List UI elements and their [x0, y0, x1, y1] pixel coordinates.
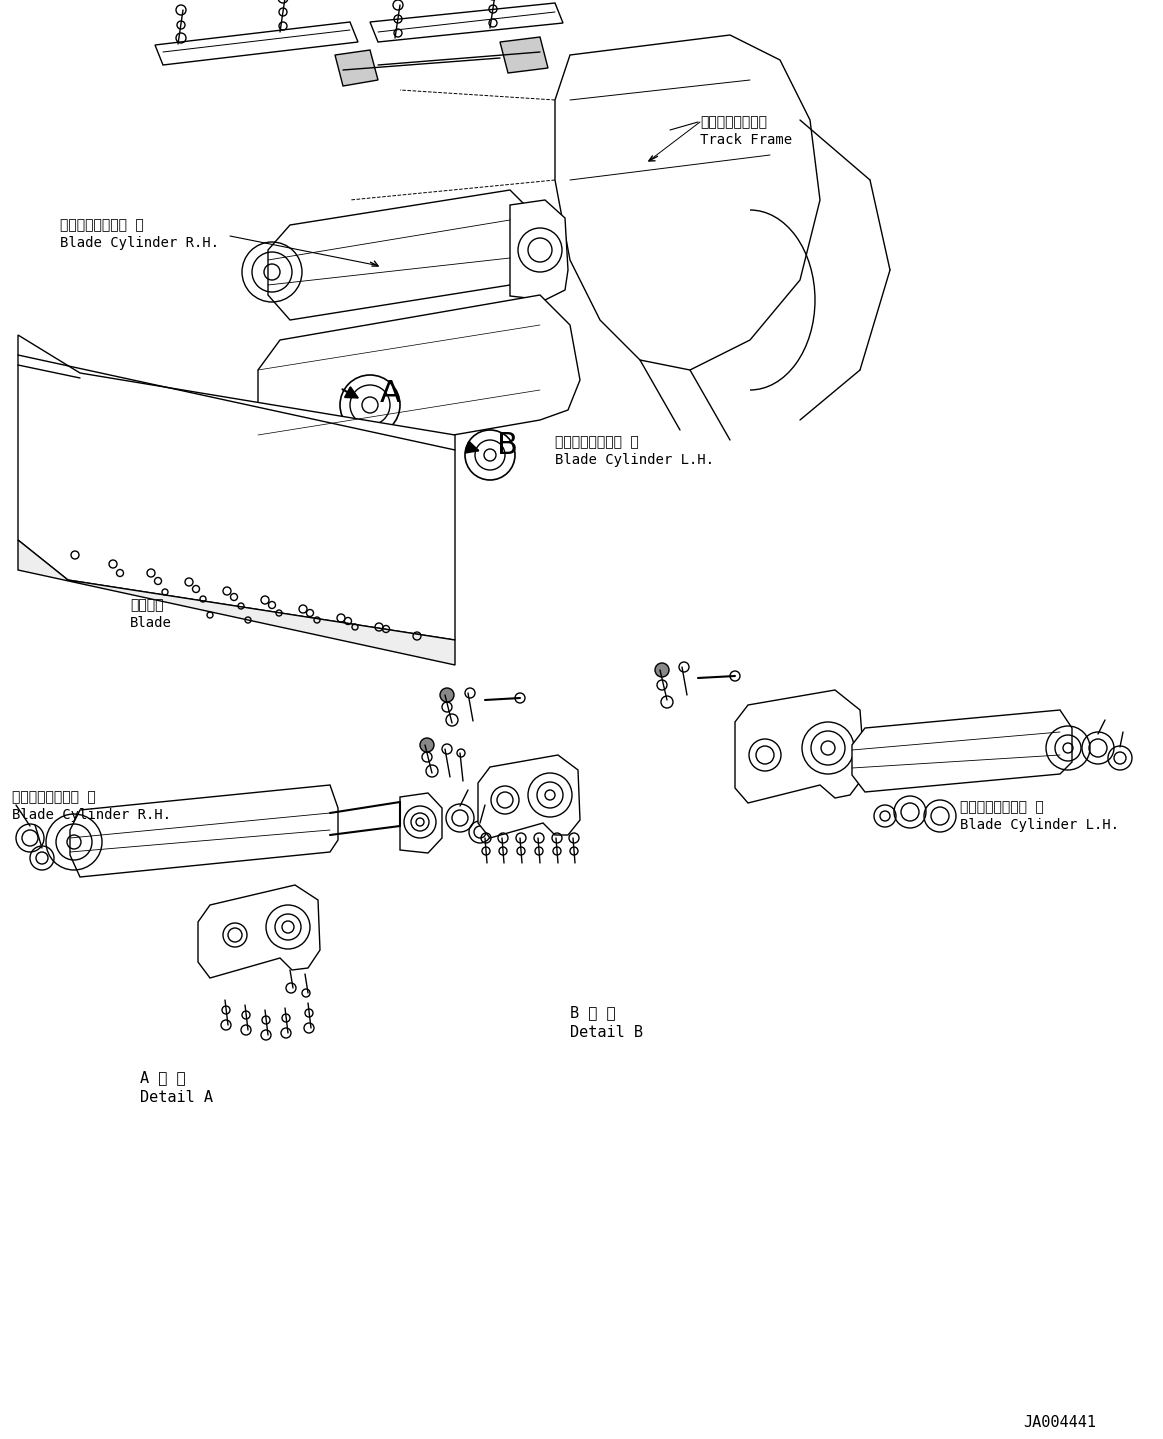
- Polygon shape: [267, 190, 540, 319]
- Polygon shape: [370, 3, 563, 42]
- Polygon shape: [735, 689, 865, 803]
- Polygon shape: [155, 22, 358, 65]
- Polygon shape: [17, 540, 455, 665]
- Circle shape: [420, 738, 434, 753]
- Text: ブレードシリンダ 右: ブレードシリンダ 右: [12, 790, 95, 804]
- Circle shape: [440, 688, 454, 702]
- Text: Track Frame: Track Frame: [700, 132, 792, 147]
- Text: B 詳 細: B 詳 細: [570, 1004, 615, 1020]
- Text: Blade Cylinder L.H.: Blade Cylinder L.H.: [959, 817, 1119, 832]
- Polygon shape: [555, 35, 820, 370]
- Text: Blade: Blade: [130, 616, 172, 630]
- Text: A: A: [380, 378, 401, 407]
- Text: ブレード: ブレード: [130, 599, 164, 612]
- Polygon shape: [400, 793, 442, 853]
- Polygon shape: [478, 755, 580, 837]
- Polygon shape: [17, 335, 455, 640]
- Polygon shape: [335, 50, 378, 86]
- Text: ブレードシリンダ 左: ブレードシリンダ 左: [555, 435, 638, 449]
- Polygon shape: [70, 786, 338, 876]
- Text: A 詳 細: A 詳 細: [140, 1071, 186, 1085]
- Text: JA004441: JA004441: [1023, 1415, 1097, 1430]
- Text: ブレードシリンダ 左: ブレードシリンダ 左: [959, 800, 1043, 814]
- Text: トラックフレーム: トラックフレーム: [700, 115, 768, 130]
- Text: Blade Cylinder R.H.: Blade Cylinder R.H.: [60, 236, 219, 250]
- Text: B: B: [497, 430, 518, 459]
- Text: Detail A: Detail A: [140, 1089, 213, 1105]
- Polygon shape: [500, 37, 548, 73]
- Polygon shape: [198, 885, 320, 979]
- Polygon shape: [258, 295, 580, 465]
- Text: Blade Cylinder R.H.: Blade Cylinder R.H.: [12, 809, 171, 822]
- Polygon shape: [511, 200, 568, 299]
- Polygon shape: [852, 709, 1072, 791]
- Text: Blade Cylinder L.H.: Blade Cylinder L.H.: [555, 453, 714, 468]
- Text: ブレードシリンダ 右: ブレードシリンダ 右: [60, 217, 144, 232]
- Circle shape: [655, 663, 669, 676]
- Text: Detail B: Detail B: [570, 1025, 643, 1040]
